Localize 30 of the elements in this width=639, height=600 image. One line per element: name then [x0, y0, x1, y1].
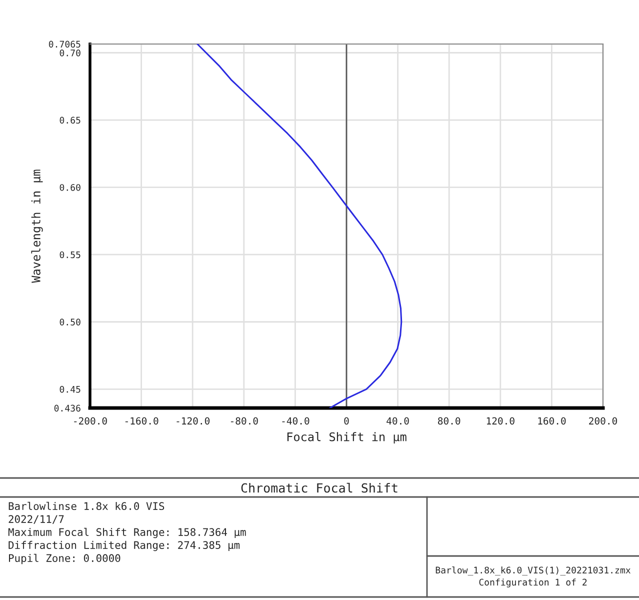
x-tick-label: 80.0 — [438, 417, 460, 425]
text: Barlow_1.8x_k6.0_VIS(1)_20221031.zmx — [436, 566, 630, 576]
text: Diffraction Limited Range: 274.385 µm — [8, 540, 240, 552]
y-tick-label: 0.55 — [60, 251, 80, 258]
text: Barlowlinse 1.8x k6.0 VIS — [8, 502, 164, 510]
text: Configuration 1 of 2 — [479, 578, 587, 588]
x-tick-label: 200.0 — [589, 417, 618, 425]
x-tick-label: 120.0 — [486, 417, 514, 425]
y-tick-label: 0.60 — [60, 184, 80, 191]
y-tick-label: 0.7065 — [48, 40, 80, 48]
y-tick-label: 0.65 — [60, 116, 80, 124]
y-tick-label: 0.436 — [54, 404, 80, 412]
x-tick-label: -160.0 — [125, 417, 158, 425]
y-tick-label: 0.50 — [60, 318, 80, 326]
line-series — [196, 44, 402, 408]
x-tick-label: 0 — [344, 417, 349, 425]
x-tick-label: -120.0 — [176, 417, 210, 425]
text: Pupil Zone: 0.0000 — [9, 554, 120, 564]
text: Maximum Focal Shift Range: 158.7364 µm — [8, 528, 246, 538]
x-tick-label: 160.0 — [538, 417, 566, 425]
x-axis-title: Focal Shift in µm — [287, 432, 406, 444]
y-tick-label: 0.45 — [60, 386, 80, 393]
text: Chromatic Focal Shift — [241, 482, 398, 493]
text: 2022/11/7 — [8, 515, 64, 524]
y-tick-label: 0.70 — [60, 50, 80, 56]
x-tick-label: -200.0 — [74, 417, 107, 425]
x-tick-label: -80.0 — [230, 417, 258, 425]
x-tick-label: -40.0 — [282, 417, 310, 425]
y-axis-title: Wavelength in µm — [31, 170, 43, 283]
x-tick-label: 40.0 — [386, 417, 409, 425]
